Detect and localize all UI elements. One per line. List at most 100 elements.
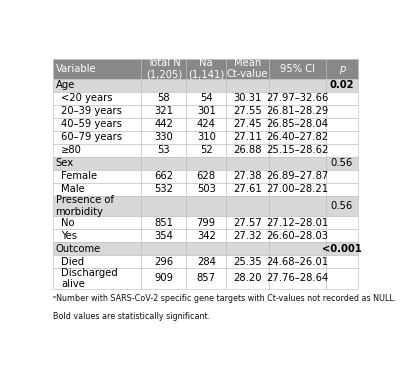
Text: 532: 532 xyxy=(154,184,174,194)
Text: 30.31: 30.31 xyxy=(233,94,262,103)
Bar xyxy=(141,196,186,216)
Text: ᵃNumber with SARS-CoV-2 specific gene targets with Ct-values not recorded as NUL: ᵃNumber with SARS-CoV-2 specific gene ta… xyxy=(53,294,396,303)
Bar xyxy=(141,59,186,79)
Text: 27.76–28.64: 27.76–28.64 xyxy=(266,274,329,283)
Bar xyxy=(141,170,186,183)
Text: Variable: Variable xyxy=(56,64,96,74)
Bar xyxy=(326,216,358,229)
Bar xyxy=(326,170,358,183)
Bar xyxy=(141,79,186,92)
Bar xyxy=(226,170,269,183)
Text: <0.001: <0.001 xyxy=(322,244,362,254)
Bar xyxy=(326,255,358,268)
Bar xyxy=(141,255,186,268)
Bar xyxy=(141,131,186,144)
Bar xyxy=(226,131,269,144)
Bar xyxy=(226,92,269,105)
Text: Mean
Ct-value: Mean Ct-value xyxy=(226,58,268,80)
Bar xyxy=(226,157,269,170)
Text: Presence of
morbidity: Presence of morbidity xyxy=(56,195,114,217)
Bar xyxy=(186,255,226,268)
Bar xyxy=(226,242,269,255)
Text: Outcome: Outcome xyxy=(56,244,101,254)
Bar xyxy=(269,242,326,255)
Bar xyxy=(53,118,141,131)
Bar xyxy=(186,242,226,255)
Text: Total N
(1,205): Total N (1,205) xyxy=(146,58,182,80)
Bar xyxy=(141,157,186,170)
Text: Female: Female xyxy=(61,171,97,181)
Bar xyxy=(269,92,326,105)
Bar xyxy=(326,268,358,289)
Bar xyxy=(53,242,141,255)
Bar xyxy=(53,157,141,170)
Bar xyxy=(226,79,269,92)
Text: 26.88: 26.88 xyxy=(233,146,262,155)
Text: 26.81–28.29: 26.81–28.29 xyxy=(266,106,329,116)
Text: 40–59 years: 40–59 years xyxy=(61,120,122,129)
Bar xyxy=(141,118,186,131)
Text: 27.32: 27.32 xyxy=(233,231,262,241)
Text: Sex: Sex xyxy=(56,158,74,168)
Text: 296: 296 xyxy=(154,257,174,267)
Bar xyxy=(186,196,226,216)
Text: 330: 330 xyxy=(154,132,173,142)
Text: 52: 52 xyxy=(200,146,212,155)
Bar xyxy=(53,196,141,216)
Bar xyxy=(226,255,269,268)
Text: 24.68–26.01: 24.68–26.01 xyxy=(266,257,329,267)
Text: 424: 424 xyxy=(197,120,216,129)
Bar xyxy=(226,229,269,242)
Text: 442: 442 xyxy=(154,120,173,129)
Bar xyxy=(141,242,186,255)
Text: 20–39 years: 20–39 years xyxy=(61,106,122,116)
Bar xyxy=(53,170,141,183)
Bar xyxy=(269,255,326,268)
Text: 0.56: 0.56 xyxy=(331,158,353,168)
Bar xyxy=(53,105,141,118)
Text: 27.12–28.01: 27.12–28.01 xyxy=(266,218,329,228)
Text: No: No xyxy=(61,218,75,228)
Text: 26.85–28.04: 26.85–28.04 xyxy=(266,120,328,129)
Text: 301: 301 xyxy=(197,106,216,116)
Bar xyxy=(269,105,326,118)
Bar xyxy=(186,92,226,105)
Bar xyxy=(186,229,226,242)
Bar xyxy=(53,216,141,229)
Bar xyxy=(226,268,269,289)
Text: 27.57: 27.57 xyxy=(233,218,262,228)
Text: 28.20: 28.20 xyxy=(233,274,262,283)
Text: 26.40–27.82: 26.40–27.82 xyxy=(266,132,329,142)
Text: Na
(1,141): Na (1,141) xyxy=(188,58,224,80)
Bar xyxy=(141,92,186,105)
Bar xyxy=(53,59,141,79)
Bar xyxy=(226,196,269,216)
Bar xyxy=(226,118,269,131)
Bar xyxy=(53,229,141,242)
Bar xyxy=(186,118,226,131)
Bar xyxy=(53,92,141,105)
Text: 27.38: 27.38 xyxy=(233,171,262,181)
Text: 25.35: 25.35 xyxy=(233,257,262,267)
Bar xyxy=(226,59,269,79)
Text: ≥80: ≥80 xyxy=(61,146,82,155)
Bar xyxy=(53,79,141,92)
Bar xyxy=(269,216,326,229)
Text: Age: Age xyxy=(56,80,75,90)
Text: 628: 628 xyxy=(197,171,216,181)
Bar xyxy=(186,131,226,144)
Bar xyxy=(269,118,326,131)
Text: 27.55: 27.55 xyxy=(233,106,262,116)
Bar xyxy=(326,157,358,170)
Text: 909: 909 xyxy=(154,274,174,283)
Text: 354: 354 xyxy=(154,231,173,241)
Bar xyxy=(53,268,141,289)
Bar xyxy=(53,183,141,196)
Bar xyxy=(326,118,358,131)
Text: 26.89–27.87: 26.89–27.87 xyxy=(266,171,329,181)
Text: 310: 310 xyxy=(197,132,216,142)
Text: p: p xyxy=(339,64,345,74)
Text: <20 years: <20 years xyxy=(61,94,113,103)
Text: 0.02: 0.02 xyxy=(330,80,354,90)
Text: 0.56: 0.56 xyxy=(331,201,353,211)
